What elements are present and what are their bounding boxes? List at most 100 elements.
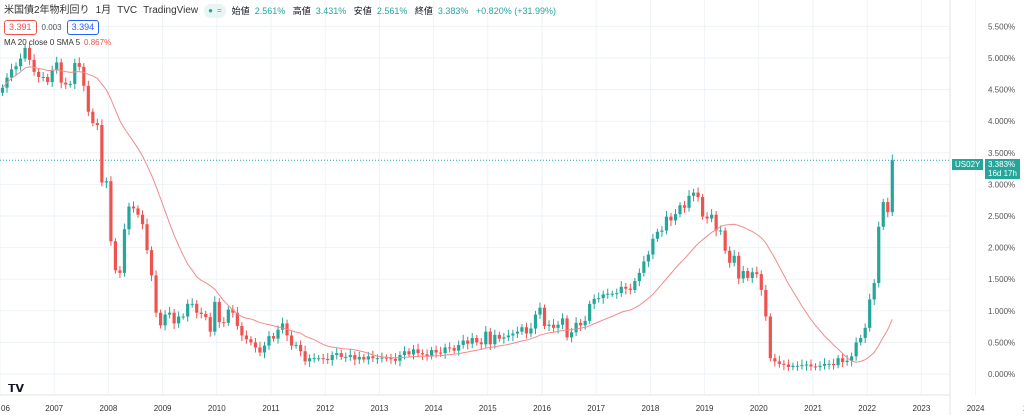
candle-body <box>461 340 465 345</box>
candle-body <box>664 216 669 231</box>
candle-body <box>646 254 650 262</box>
x-tick-label: 2011 <box>262 404 280 413</box>
candle-body <box>696 192 700 198</box>
candle-body <box>317 358 321 360</box>
sell-price-button[interactable]: 3.391 <box>4 20 37 35</box>
candle-body <box>199 312 203 314</box>
candle-body <box>172 312 176 324</box>
candle-body <box>82 66 86 86</box>
candle-body <box>402 351 407 356</box>
candle-body <box>484 331 488 345</box>
x-tick-label: 2020 <box>750 404 768 413</box>
candle-body <box>253 342 258 348</box>
x-tick-label: 2016 <box>533 404 551 413</box>
candle-body <box>59 62 63 83</box>
candle-body <box>628 288 632 290</box>
candle-body <box>18 58 23 67</box>
candle-body <box>9 69 14 78</box>
candle-body <box>37 71 41 77</box>
candle-body <box>782 363 786 365</box>
candle-body <box>714 214 718 231</box>
ma-indicator-legend[interactable]: MA 20 close 0 SMA 5 0.867% <box>4 38 112 47</box>
candle-body <box>850 356 854 361</box>
candle-body <box>655 231 660 239</box>
candle-body <box>746 270 750 278</box>
candle-body <box>326 358 330 361</box>
candle-body <box>642 261 646 273</box>
candle-body <box>588 303 592 321</box>
candle-body <box>868 299 872 328</box>
candle-body <box>267 336 271 346</box>
candle-body <box>597 298 601 300</box>
candle-body <box>723 230 727 251</box>
candle-body <box>822 363 827 366</box>
status-toggle[interactable]: ● = <box>204 4 226 18</box>
candle-body <box>619 286 623 294</box>
y-tick-label: 5.000% <box>988 54 1015 63</box>
candle-body <box>475 337 479 343</box>
candle-body <box>560 318 565 325</box>
candle-body <box>493 334 497 345</box>
candle-body <box>610 293 614 295</box>
y-tick-label: 4.500% <box>988 86 1015 95</box>
candle-body <box>91 111 95 124</box>
x-tick-label: 2022 <box>858 404 876 413</box>
candle-body <box>375 358 379 360</box>
candle-body <box>448 347 452 349</box>
candle-body <box>845 360 849 362</box>
sma-line <box>2 66 893 363</box>
x-tick-label: 2015 <box>479 404 497 413</box>
x-tick-label: 2007 <box>45 404 63 413</box>
candle-body <box>77 63 81 67</box>
candle-body <box>136 208 140 215</box>
candle-body <box>28 47 32 60</box>
candle-body <box>249 339 253 343</box>
candle-body <box>308 358 312 362</box>
x-tick-label: 2012 <box>316 404 334 413</box>
x-tick-label: 06 <box>1 404 10 413</box>
candle-body <box>439 352 443 354</box>
candle-body <box>710 214 714 219</box>
candle-body <box>118 270 122 273</box>
platform: TradingView <box>143 5 199 16</box>
candle-body <box>348 355 352 357</box>
candle-body <box>208 317 212 332</box>
candle-body <box>678 205 682 215</box>
candle-body <box>127 206 131 230</box>
candle-body <box>366 356 370 360</box>
candle-body <box>217 301 221 323</box>
candle-body <box>276 329 280 339</box>
candle-body <box>68 83 72 85</box>
candle-body <box>502 337 506 339</box>
candle-body <box>416 349 420 354</box>
y-tick-label: 3.000% <box>988 180 1015 189</box>
candle-body <box>46 76 50 83</box>
buy-price-button[interactable]: 3.394 <box>66 20 100 35</box>
interval[interactable]: 1月 <box>95 5 112 16</box>
candle-body <box>497 334 501 339</box>
candle-body <box>673 214 678 221</box>
candle-body <box>741 270 745 279</box>
candle-body <box>457 344 461 351</box>
symbol-title[interactable]: 米国債2年物利回り <box>4 5 90 16</box>
candle-body <box>637 272 641 282</box>
candle-body <box>149 250 154 276</box>
candle-body <box>64 82 68 85</box>
candle-body <box>836 358 840 366</box>
candle-body <box>601 294 605 299</box>
y-tick-label: 2.000% <box>988 244 1015 253</box>
x-tick-label: 2019 <box>696 404 714 413</box>
candle-body <box>50 70 54 83</box>
candle-body <box>86 85 90 112</box>
candle-body <box>190 303 194 305</box>
candle-body <box>55 62 59 71</box>
candle-body <box>800 365 804 367</box>
candle-body <box>831 363 836 366</box>
x-tick-label: 2014 <box>425 404 443 413</box>
candle-body <box>420 353 425 355</box>
candle-body <box>719 230 723 232</box>
candle-body <box>131 206 136 209</box>
candle-body <box>773 358 777 362</box>
candle-body <box>524 327 529 334</box>
